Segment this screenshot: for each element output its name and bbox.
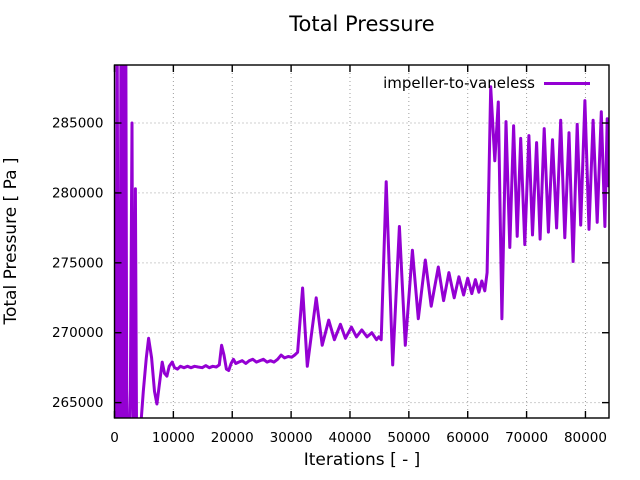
x-tick-label: 10000 [152, 430, 195, 446]
x-tick-label: 60000 [446, 430, 489, 446]
y-tick-label: 275000 [52, 255, 104, 271]
x-tick-label: 70000 [505, 430, 548, 446]
legend-series-label: impeller-to-vaneless [383, 74, 535, 92]
x-tick-label: 20000 [211, 430, 254, 446]
plot-border [113, 64, 610, 419]
y-tick-label: 285000 [52, 116, 104, 132]
chart-title: Total Pressure [289, 12, 435, 36]
legend-line-sample-icon [544, 81, 590, 85]
series-line [114, 65, 609, 418]
y-tick-label: 280000 [52, 185, 104, 201]
y-axis-label-text: Total Pressure [ Pa ] [1, 157, 21, 325]
x-tick-label: 40000 [328, 430, 371, 446]
y-tick-label: 270000 [52, 325, 104, 341]
x-tick-label: 50000 [387, 430, 430, 446]
x-tick-label: 80000 [564, 430, 607, 446]
legend: impeller-to-vaneless [383, 74, 590, 92]
x-tick-label: 0 [110, 430, 119, 446]
x-axis-label: Iterations [ - ] [303, 450, 421, 470]
y-tick-label: 265000 [52, 395, 104, 411]
x-tick-label: 30000 [270, 430, 313, 446]
